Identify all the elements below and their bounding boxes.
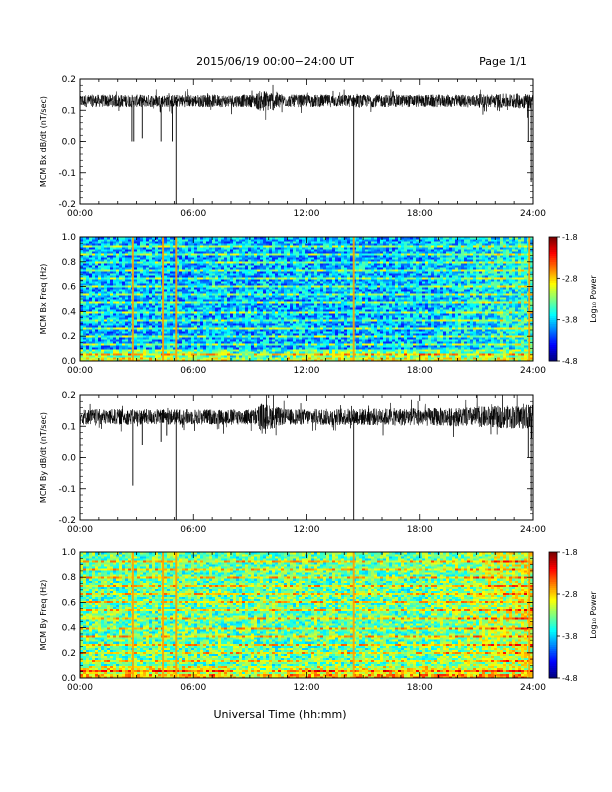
y-tick-label: 0.2: [62, 649, 76, 659]
event-stripe: [162, 237, 165, 361]
colorbar-tick-label: -2.8: [562, 274, 578, 283]
spectrogram-panel: 00:00 06:00 12:00 18:00 24:00 1.0 0.8 0.6 0.4 0.2…: [39, 233, 598, 376]
panels: 00:00 06:00 12:00 18:00 24:00 0.2 0.1 0.0 -0.1 -0…: [39, 75, 598, 693]
colorbar-tick-label: -1.8: [562, 233, 578, 242]
x-axis-label: Universal Time (hh:mm): [214, 708, 347, 721]
y-tick-label: -0.1: [58, 485, 76, 495]
y-axis-label: MCM Bx Freq (Hz): [39, 264, 48, 335]
x-tick-label: 06:00: [180, 525, 206, 535]
y-axis-label: MCM Bx dB/dt (nT/sec): [39, 96, 48, 187]
y-tick-label: 0.0: [62, 674, 77, 684]
y-tick-label: 0.0: [62, 454, 77, 464]
x-tick-label: 06:00: [180, 366, 206, 376]
colorbar-frame: [548, 551, 558, 679]
colorbar-tick-label: -4.8: [562, 357, 578, 366]
y-tick-label: 0.4: [62, 307, 77, 317]
colorbar-tick-label: -3.8: [562, 632, 578, 641]
x-tick-label: 00:00: [67, 209, 93, 219]
y-tick-label: 0.8: [62, 573, 77, 583]
spectrogram-panel: 00:00 06:00 12:00 18:00 24:00 1.0 0.8 0.6 0.4 0.2…: [39, 548, 598, 693]
timeseries-panel: 00:00 06:00 12:00 18:00 24:00 0.2 0.1 0.0 -0.1 -0…: [39, 75, 546, 219]
y-tick-label: 0.2: [62, 75, 76, 85]
y-tick-label: -0.2: [58, 200, 76, 210]
x-tick-label: 18:00: [407, 683, 433, 693]
timeseries-panel: 00:00 06:00 12:00 18:00 24:00 0.2 0.1 0.0 -0.1 -0…: [39, 391, 546, 535]
x-tick-label: 12:00: [294, 366, 320, 376]
event-stripe: [528, 552, 531, 678]
x-tick-label: 24:00: [520, 683, 546, 693]
y-tick-label: 0.1: [62, 106, 76, 116]
y-tick-label: 1.0: [62, 548, 77, 558]
event-stripe: [352, 552, 355, 678]
y-tick-label: 0.6: [62, 598, 77, 608]
x-tick-label: 18:00: [407, 525, 433, 535]
x-tick-label: 00:00: [67, 525, 93, 535]
colorbar-tick-label: -3.8: [562, 316, 578, 325]
dbdt-series-line: [80, 395, 533, 439]
y-tick-label: 0.2: [62, 332, 76, 342]
page-indicator: Page 1/1: [479, 55, 527, 68]
y-tick-label: 0.8: [62, 258, 77, 268]
x-tick-label: 12:00: [294, 525, 320, 535]
figure-title: 2015/06/19 00:00−24:00 UT: [196, 55, 354, 68]
x-tick-label: 24:00: [520, 366, 546, 376]
x-tick-label: 18:00: [407, 366, 433, 376]
x-tick-label: 24:00: [520, 209, 546, 219]
x-tick-label: 00:00: [67, 366, 93, 376]
dbdt-series-line: [80, 84, 533, 120]
y-tick-label: 0.0: [62, 138, 77, 148]
event-stripe: [131, 552, 134, 678]
x-tick-label: 18:00: [407, 209, 433, 219]
spectrogram-cells: [80, 552, 534, 679]
colorbar-frame: [548, 236, 558, 362]
event-stripe: [352, 237, 355, 361]
colorbar: [549, 237, 557, 362]
y-tick-label: 1.0: [62, 233, 77, 243]
colorbar-label: Log₁₀ Power: [589, 591, 598, 639]
y-axis-label: MCM By dB/dt (nT/sec): [39, 412, 48, 503]
colorbar: [549, 552, 557, 679]
x-tick-label: 12:00: [294, 209, 320, 219]
colorbar-tick-label: -4.8: [562, 674, 578, 683]
y-axis-label: MCM By Freq (Hz): [39, 580, 48, 651]
y-tick-label: 0.2: [62, 391, 76, 401]
event-stripe: [175, 552, 178, 678]
colorbar-tick-label: -2.8: [562, 590, 578, 599]
event-stripe: [528, 237, 531, 361]
x-tick-label: 00:00: [67, 683, 93, 693]
event-stripe: [175, 237, 178, 361]
y-tick-label: 0.1: [62, 422, 76, 432]
x-tick-label: 12:00: [294, 683, 320, 693]
event-stripe: [162, 552, 165, 678]
spectrogram-cells: [80, 237, 534, 362]
y-tick-label: 0.6: [62, 283, 77, 293]
event-stripe: [131, 237, 134, 361]
y-tick-label: 0.4: [62, 624, 77, 634]
x-tick-label: 24:00: [520, 525, 546, 535]
y-tick-label: -0.2: [58, 516, 76, 526]
y-tick-label: 0.0: [62, 357, 77, 367]
y-tick-label: -0.1: [58, 169, 76, 179]
colorbar-label: Log₁₀ Power: [589, 275, 598, 323]
x-tick-label: 06:00: [180, 209, 206, 219]
colorbar-tick-label: -1.8: [562, 548, 578, 557]
x-tick-label: 06:00: [180, 683, 206, 693]
